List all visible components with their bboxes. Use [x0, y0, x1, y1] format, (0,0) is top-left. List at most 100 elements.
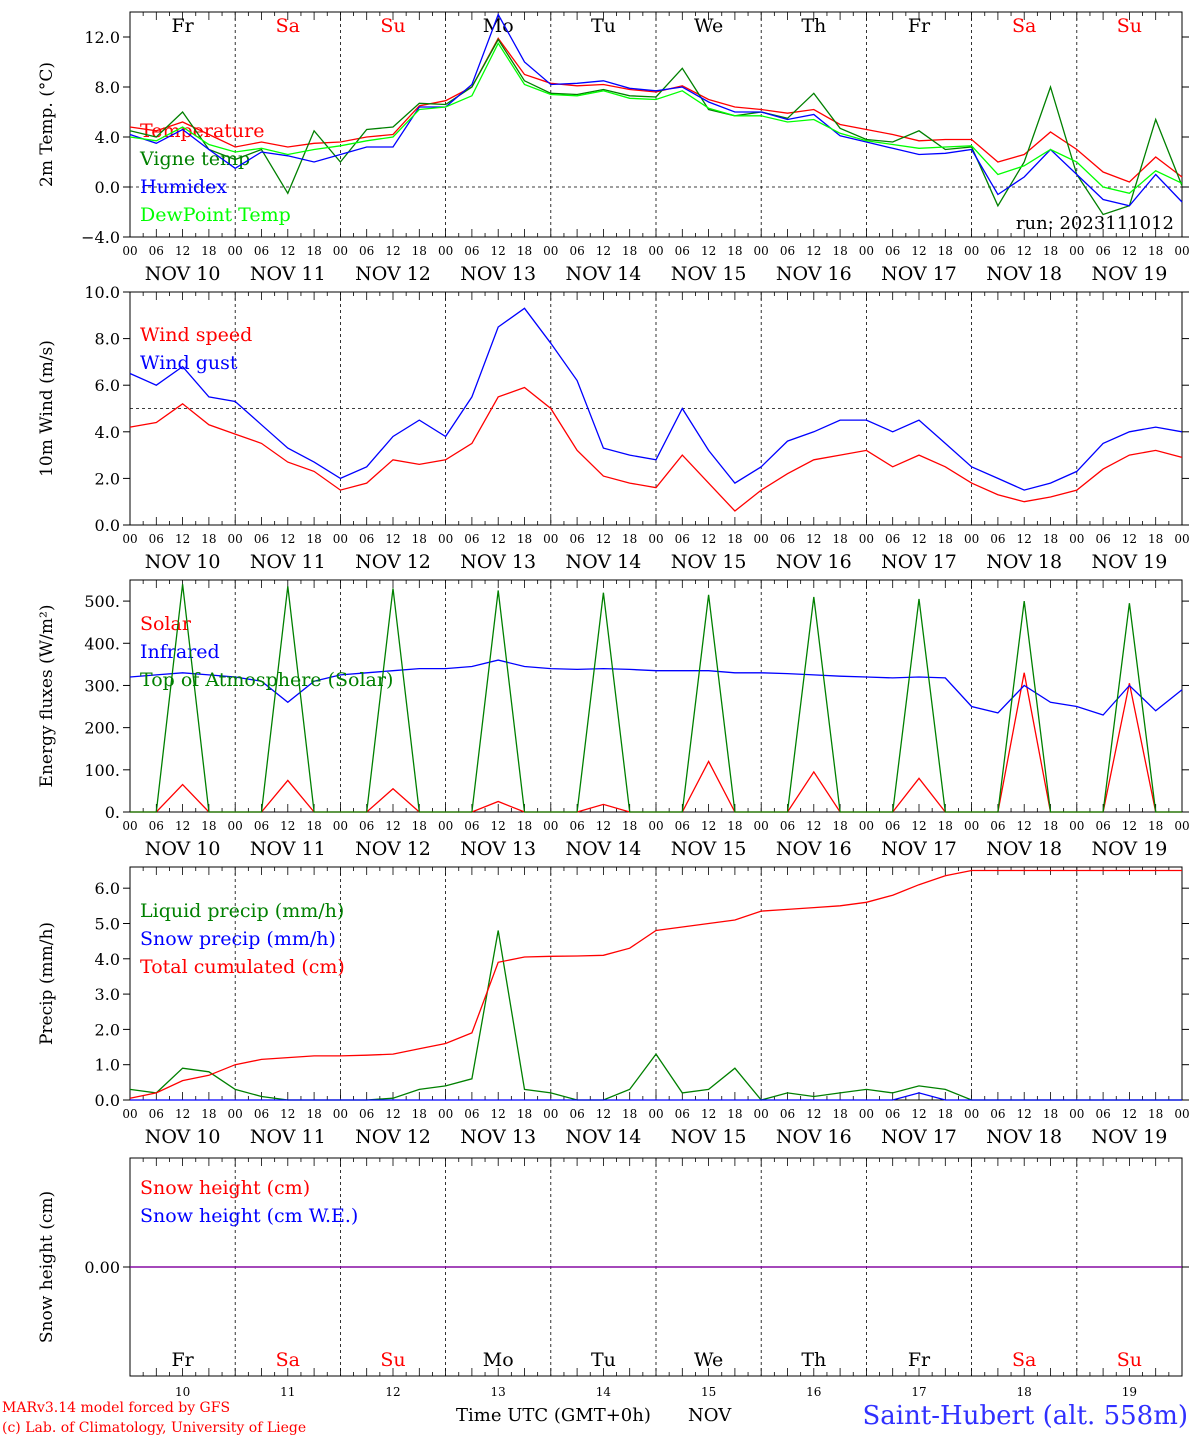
series-line-infrared: [129, 659, 1183, 716]
date-label: NOV 10: [145, 551, 221, 573]
y-tick-label: 4.0: [95, 423, 120, 442]
hour-tick-label: 18: [517, 532, 532, 546]
y-tick-label: 2.0: [95, 1020, 120, 1039]
hour-tick-label: 00: [1069, 819, 1084, 833]
hour-tick-label: 18: [727, 532, 742, 546]
date-label: NOV 13: [460, 551, 536, 573]
hour-tick-label: 12: [491, 1107, 506, 1121]
date-label: NOV 12: [355, 551, 431, 573]
date-label: NOV 15: [671, 551, 747, 573]
hour-tick-label: 12: [385, 1107, 400, 1121]
legend-entry: Liquid precip (mm/h): [140, 900, 344, 922]
weekday-label: Su: [1117, 15, 1142, 37]
hour-tick-label: 12: [806, 819, 821, 833]
hour-tick-label: 06: [359, 244, 374, 258]
weekday-label: We: [694, 15, 723, 37]
date-label: NOV 16: [776, 263, 852, 285]
y-axis-label: 10m Wind (m/s): [37, 340, 57, 477]
y-tick-label: −4.0: [81, 228, 120, 247]
hour-tick-label: 06: [885, 244, 900, 258]
hour-tick-label: 12: [175, 532, 190, 546]
date-label: NOV 14: [565, 838, 641, 860]
hour-tick-label: 00: [754, 244, 769, 258]
hour-tick-label: 18: [938, 244, 953, 258]
hour-tick-label: 12: [1017, 1107, 1032, 1121]
series-line-wind-gust: [129, 307, 1183, 491]
hour-tick-label: 00: [438, 244, 453, 258]
hour-tick-label: 18: [727, 244, 742, 258]
hour-tick-label: 18: [306, 244, 321, 258]
date-label: NOV 11: [250, 1126, 326, 1148]
y-tick-label: 3.0: [95, 985, 120, 1004]
series-line-total-cumulated-cm-: [129, 869, 1182, 1099]
hour-tick-label: 18: [517, 1107, 532, 1121]
hour-tick-label: 00: [1069, 532, 1084, 546]
series-line-top-of-atmosphere-solar-: [130, 584, 1182, 813]
run-annotation: run: 2023111012: [1016, 213, 1174, 234]
hour-tick-label: 18: [1043, 819, 1058, 833]
hour-tick-label: 18: [1043, 244, 1058, 258]
hour-tick-label: 06: [1095, 244, 1110, 258]
hour-tick-label: 06: [1095, 1107, 1110, 1121]
legend-entry: Snow height (cm W.E.): [140, 1205, 358, 1227]
hour-tick-label: 12: [175, 244, 190, 258]
y-tick-label: 6.0: [95, 376, 120, 395]
hour-tick-label: 00: [333, 244, 348, 258]
hour-tick-label: 00: [122, 532, 137, 546]
y-tick-label: 500.: [84, 592, 120, 611]
hour-tick-label: 00: [333, 532, 348, 546]
hour-tick-label: 06: [149, 819, 164, 833]
weekday-label: Su: [380, 1349, 405, 1371]
date-label: NOV 14: [565, 551, 641, 573]
hour-tick-label: 00: [438, 532, 453, 546]
hour-tick-label: 00: [438, 1107, 453, 1121]
day-number-label: 17: [911, 1385, 926, 1399]
day-number-label: 11: [280, 1385, 295, 1399]
hour-tick-label: 18: [517, 819, 532, 833]
hour-tick-label: 00: [754, 819, 769, 833]
date-label: NOV 18: [986, 263, 1062, 285]
hour-tick-label: 12: [911, 532, 926, 546]
y-tick-label: 0.0: [95, 1091, 120, 1110]
date-label: NOV 19: [1091, 1126, 1167, 1148]
hour-tick-label: 12: [175, 819, 190, 833]
hour-tick-label: 06: [464, 532, 479, 546]
date-label: NOV 14: [565, 1126, 641, 1148]
time-axis-label: Time UTC (GMT+0h): [456, 1405, 651, 1426]
hour-tick-label: 18: [1148, 819, 1163, 833]
hour-tick-label: 12: [1122, 244, 1137, 258]
y-tick-label: 0.0: [95, 516, 120, 535]
date-label: NOV 12: [355, 838, 431, 860]
hour-tick-label: 06: [675, 532, 690, 546]
hour-tick-label: 00: [648, 819, 663, 833]
hour-tick-label: 06: [149, 244, 164, 258]
hour-tick-label: 12: [596, 244, 611, 258]
weekday-label: Sa: [276, 15, 300, 37]
date-label: NOV 11: [250, 263, 326, 285]
weekday-label: Su: [380, 15, 405, 37]
date-label: NOV 13: [460, 838, 536, 860]
hour-tick-label: 00: [122, 1107, 137, 1121]
y-tick-label: 8.0: [95, 78, 120, 97]
hour-tick-label: 06: [254, 1107, 269, 1121]
date-label: NOV 14: [565, 263, 641, 285]
y-tick-label: 0.00: [84, 1258, 120, 1277]
station-name: Saint-Hubert (alt. 558m): [862, 1401, 1188, 1431]
date-label: NOV 10: [145, 1126, 221, 1148]
hour-tick-label: 06: [569, 819, 584, 833]
date-label: NOV 13: [460, 263, 536, 285]
y-tick-label: 200.: [84, 719, 120, 738]
day-number-label: 10: [175, 1385, 190, 1399]
weekday-label: Sa: [1012, 15, 1036, 37]
legend-entry: Solar: [140, 613, 192, 635]
model-credit: MARv3.14 model forced by GFS: [2, 1400, 231, 1416]
hour-tick-label: 18: [727, 819, 742, 833]
y-tick-label: 300.: [84, 676, 120, 695]
date-label: NOV 18: [986, 1126, 1062, 1148]
date-label: NOV 17: [881, 1126, 957, 1148]
hour-tick-label: 06: [780, 532, 795, 546]
hour-tick-label: 06: [990, 1107, 1005, 1121]
hour-tick-label: 06: [780, 1107, 795, 1121]
hour-tick-label: 00: [543, 819, 558, 833]
date-label: NOV 12: [355, 1126, 431, 1148]
